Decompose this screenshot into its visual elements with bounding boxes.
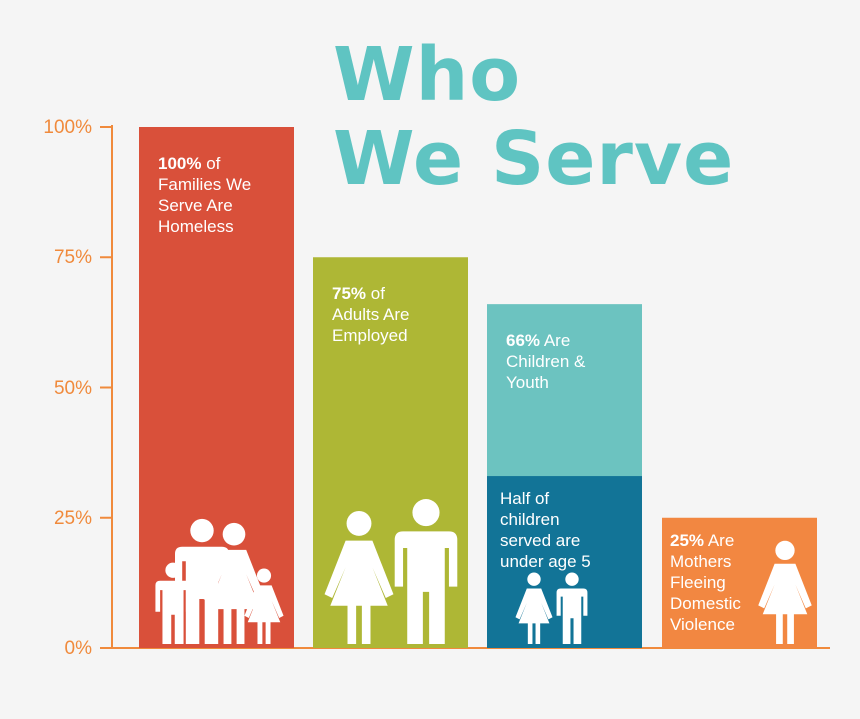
bar-homeless-label-text: of Families We Serve Are Homeless — [158, 154, 252, 236]
bar-mothers-label-value: 25% — [670, 530, 705, 550]
y-tick-label: 100% — [43, 117, 92, 138]
y-tick-label: 0% — [64, 638, 92, 659]
y-tick-label: 25% — [53, 507, 92, 529]
bar-employed-label-text: of Adults Are Employed — [332, 284, 410, 346]
children-icon — [515, 572, 588, 644]
bar-mothers-label: 25% Are Mothers Fleeing Domestic Violenc… — [670, 530, 741, 635]
bar-employed-label: 75% of Adults Are Employed — [332, 283, 410, 346]
chart-title-line-2: We Serve — [333, 116, 735, 202]
mother-icon — [758, 540, 812, 644]
y-tick-label: 50% — [53, 377, 92, 399]
bar-children-youth-label-text: Are Children & Youth — [506, 331, 586, 393]
bar-homeless-label: 100% of Families We Serve Are Homeless — [158, 153, 251, 237]
adults-icon — [324, 499, 458, 644]
bar-children-youth-label: 66% Are Children & Youth — [506, 330, 585, 393]
bar-homeless-label-value: 100% — [158, 154, 202, 173]
segment-label-under-5-text: Half of children served are under age 5 — [500, 489, 591, 572]
family-icon — [155, 518, 284, 644]
bar-children-youth-label-value: 66% — [506, 331, 541, 351]
bar-mothers-label-text: Are Mothers Fleeing Domestic Violence — [670, 530, 741, 634]
y-tick-label: 75% — [53, 247, 92, 269]
segment-label-under-5: Half of children served are under age 5 — [500, 488, 591, 572]
chart-title-line-1: Who — [333, 32, 522, 118]
bar-employed-label-value: 75% — [332, 284, 367, 304]
